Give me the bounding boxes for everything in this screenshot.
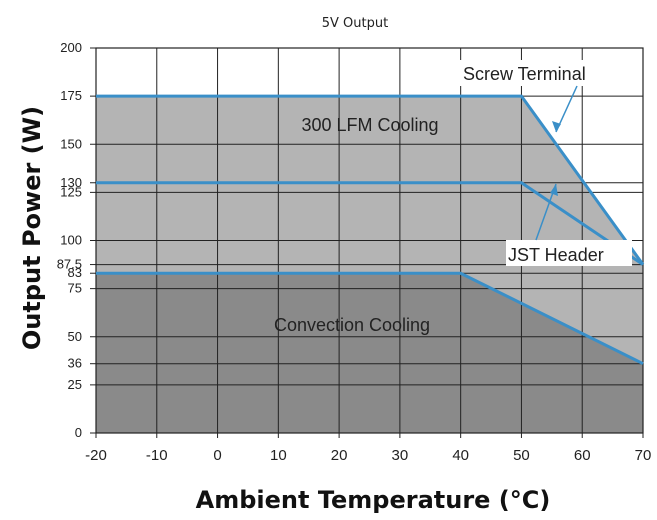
chart-title: 5V Output — [322, 16, 388, 31]
x-axis-label: Ambient Temperature (°C) — [196, 486, 551, 514]
y-tick-label: 87.5 — [57, 257, 82, 272]
y-tick-label: 125 — [60, 184, 82, 199]
y-tick-label: 83 — [68, 265, 82, 280]
x-tick-label: 10 — [270, 447, 287, 464]
x-tick-label: 20 — [331, 447, 348, 464]
convection-cooling-label: Convection Cooling — [274, 315, 430, 335]
y-tick-label: 130 — [60, 175, 82, 190]
jst-header-label-bg — [506, 240, 632, 266]
x-tick-label: 30 — [392, 447, 409, 464]
jst-header-arrowhead — [550, 184, 558, 196]
x-tick-label: 0 — [213, 447, 221, 464]
y-tick-label: 150 — [60, 136, 82, 151]
y-tick-label: 0 — [75, 425, 82, 440]
300-lfm-cooling-label: 300 LFM Cooling — [301, 115, 438, 135]
jst-header-label: JST Header — [508, 245, 604, 265]
y-axis-label: Output Power (W) — [18, 106, 46, 350]
area-convection-cooling — [96, 273, 643, 433]
y-tick-label: 100 — [60, 233, 82, 248]
x-tick-label: 70 — [635, 447, 652, 464]
x-tick-label: -10 — [146, 447, 168, 464]
curve-300-lfm-cooling — [96, 94, 645, 266]
x-tick-label: 60 — [574, 447, 591, 464]
y-tick-label: 50 — [68, 329, 82, 344]
curve-jst-header — [96, 181, 644, 266]
y-tick-label: 75 — [68, 281, 82, 296]
screw-terminal-arrowhead — [552, 121, 561, 132]
curve-convection-cooling — [96, 271, 644, 366]
y-tick-label: 200 — [60, 40, 82, 55]
screw-terminal-label: Screw Terminal — [463, 64, 586, 84]
x-tick-label: 50 — [513, 447, 530, 464]
y-tick-label: 175 — [60, 88, 82, 103]
screw-terminal-label-bg — [460, 60, 618, 86]
y-tick-label: 36 — [68, 356, 82, 371]
x-tick-label: 40 — [452, 447, 469, 464]
y-tick-label: 25 — [68, 377, 82, 392]
x-tick-label: -20 — [85, 447, 107, 464]
